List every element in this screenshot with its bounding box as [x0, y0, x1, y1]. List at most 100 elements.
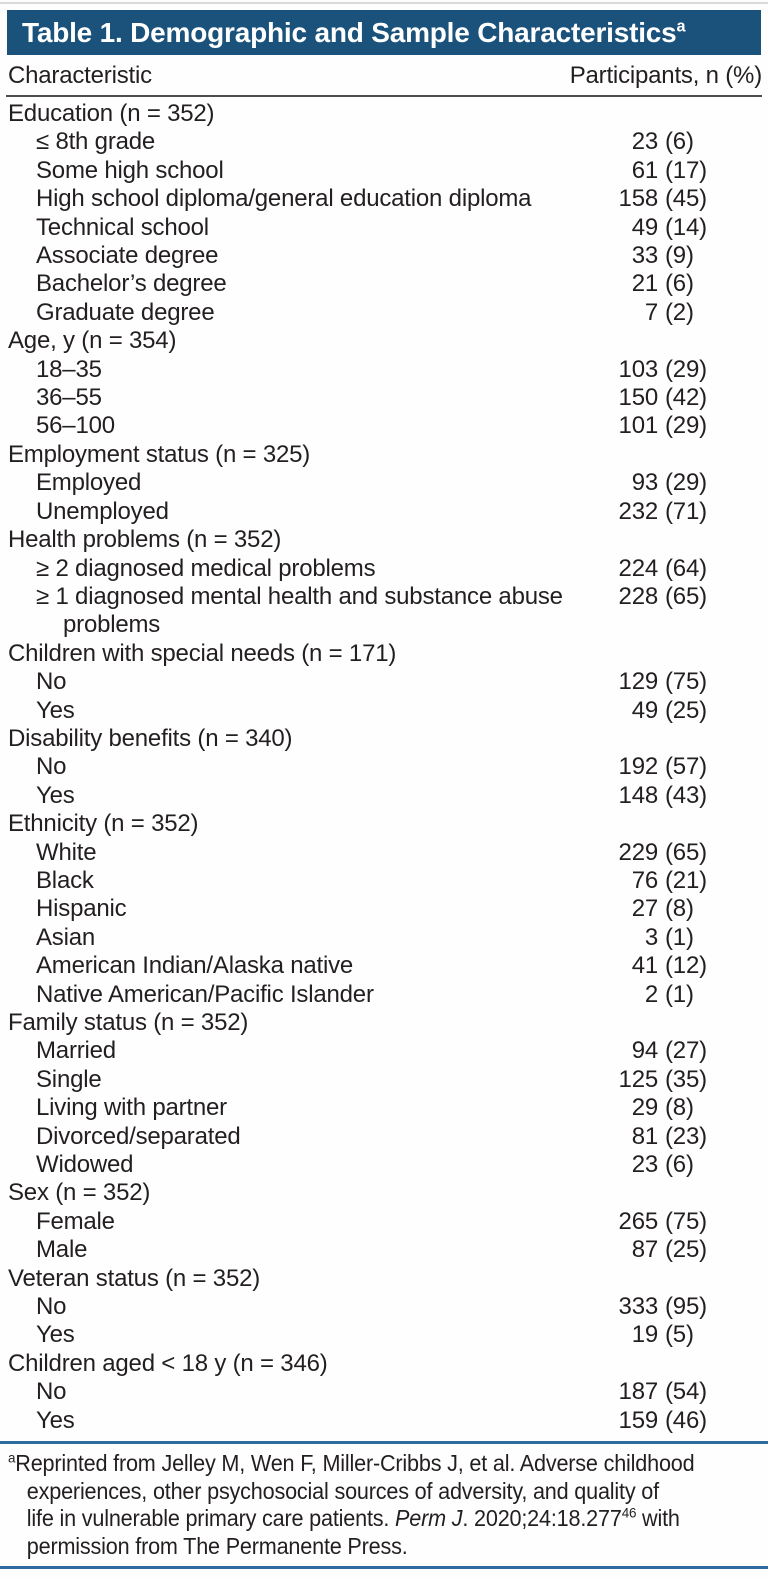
row-percent: (42) — [665, 384, 707, 412]
row-label-cell: Yes — [8, 1321, 606, 1349]
row-label: Male — [36, 1236, 88, 1264]
row-percent: (43) — [665, 781, 707, 809]
table-row: Male 87 (25) — [0, 1236, 768, 1264]
table-row: Yes 148 (43) — [0, 782, 768, 810]
row-label: Living with partner — [36, 1094, 227, 1122]
row-count: 27 — [631, 895, 658, 923]
row-label-cell: 56–100 — [8, 412, 606, 440]
row-label: No — [36, 753, 67, 781]
row-label-cell: Divorced/separated — [8, 1123, 606, 1151]
row-label: Yes — [36, 696, 75, 724]
table-row: Family status (n = 352) — [0, 1009, 768, 1037]
row-label-cell: Living with partner — [8, 1094, 606, 1122]
table-row: Ethnicity (n = 352) — [0, 810, 768, 838]
row-percent: (65) — [665, 838, 707, 866]
table-row: 36–55 150 (42) — [0, 384, 768, 412]
row-label-cell: Male — [8, 1236, 606, 1264]
row-label: Children aged < 18 y (n = 346) — [8, 1349, 328, 1377]
row-label: No — [36, 668, 67, 696]
row-percent: (45) — [665, 185, 707, 213]
row-label-cell: Employment status (n = 325) — [8, 441, 606, 469]
row-label: Sex (n = 352) — [8, 1179, 151, 1207]
row-percent: (29) — [665, 355, 707, 383]
row-label: No — [36, 1293, 67, 1321]
row-label: 36–55 — [36, 384, 102, 412]
row-label: Ethnicity (n = 352) — [8, 810, 199, 838]
row-count: 19 — [631, 1321, 658, 1349]
row-count: 21 — [631, 270, 658, 298]
table-row: Some high school 61 (17) — [0, 157, 768, 185]
row-percent: (14) — [665, 213, 707, 241]
row-label: Family status (n = 352) — [8, 1009, 249, 1036]
row-count: 187 — [618, 1378, 659, 1406]
row-count: 49 — [631, 213, 658, 241]
table-title-bar: Table 1. Demographic and Sample Characte… — [7, 10, 761, 55]
row-count: 228 — [618, 582, 659, 610]
row-percent: (2) — [665, 298, 694, 326]
row-percent: (71) — [665, 497, 707, 525]
row-label: Widowed — [36, 1151, 134, 1179]
row-label-cell: Female — [8, 1208, 606, 1236]
row-label-cell: White — [8, 839, 606, 867]
table-row: High school diploma/general education di… — [0, 185, 768, 213]
row-percent: (8) — [665, 895, 694, 923]
table-row: 56–100 101 (29) — [0, 412, 768, 440]
row-label-cell: 36–55 — [8, 384, 606, 412]
row-label-cell: Education (n = 352) — [8, 100, 606, 128]
row-label: Veteran status (n = 352) — [8, 1264, 261, 1292]
row-label: Yes — [36, 781, 75, 809]
row-percent: (6) — [665, 270, 694, 298]
table-row: Yes 159 (46) — [0, 1407, 768, 1435]
row-percent: (29) — [665, 469, 707, 497]
row-label: ≥ 1 diagnosed mental health and substanc… — [36, 582, 563, 610]
row-label-cell: Employed — [8, 469, 606, 497]
row-label-cell: Yes — [8, 697, 606, 725]
row-label-cell: Asian — [8, 924, 606, 952]
row-count: 87 — [631, 1236, 658, 1264]
row-percent: (35) — [665, 1065, 707, 1093]
row-label: 18–35 — [36, 355, 102, 383]
table-row: No 192 (57) — [0, 753, 768, 781]
table-body: Education (n = 352) ≤ 8th grade 23 (6) S… — [0, 97, 768, 1435]
row-percent: (25) — [665, 1236, 707, 1264]
table-row: Living with partner 29 (8) — [0, 1094, 768, 1122]
row-label-cell: Native American/Pacific Islander — [8, 981, 606, 1009]
table-row: Education (n = 352) — [0, 100, 768, 128]
row-label-cell: Health problems (n = 352) — [8, 526, 606, 554]
row-label-cell: American Indian/Alaska native — [8, 952, 606, 980]
row-percent: (46) — [665, 1406, 707, 1434]
row-label-cell: Widowed — [8, 1151, 606, 1179]
row-count: 333 — [618, 1293, 659, 1321]
row-label-cell: Family status (n = 352) — [8, 1009, 606, 1037]
row-label-cell: ≥ 1 diagnosed mental health and substanc… — [8, 583, 606, 640]
table-row: No 129 (75) — [0, 668, 768, 696]
row-label-cell: Hispanic — [8, 895, 606, 923]
table-row: Employment status (n = 325) — [0, 441, 768, 469]
column-header-characteristic: Characteristic — [8, 62, 152, 89]
top-hairline — [0, 2, 768, 4]
table-row: No 187 (54) — [0, 1378, 768, 1406]
table-row: Bachelor’s degree 21 (6) — [0, 270, 768, 298]
table-row: Associate degree 33 (9) — [0, 242, 768, 270]
row-percent: (25) — [665, 696, 707, 724]
row-label: Asian — [36, 923, 96, 951]
row-label-cell: No — [8, 1378, 606, 1406]
table-row: Divorced/separated 81 (23) — [0, 1123, 768, 1151]
row-count: 94 — [631, 1037, 658, 1065]
row-label-cell: Black — [8, 867, 606, 895]
row-label-cell: No — [8, 1293, 606, 1321]
row-label: 56–100 — [36, 412, 115, 440]
table-row: Black 76 (21) — [0, 867, 768, 895]
table-row: Yes 19 (5) — [0, 1321, 768, 1349]
row-percent: (17) — [665, 156, 707, 184]
table-row: American Indian/Alaska native 41 (12) — [0, 952, 768, 980]
footnote-line: experiences, other psychosocial sources … — [26, 1477, 659, 1504]
row-percent: (27) — [665, 1037, 707, 1065]
row-count: 158 — [618, 185, 659, 213]
row-count: 7 — [644, 298, 658, 326]
row-label: Employment status (n = 325) — [8, 440, 311, 468]
row-label-cell: Technical school — [8, 214, 606, 242]
row-label-cell: Age, y (n = 354) — [8, 327, 606, 355]
row-label-cell: Yes — [8, 782, 606, 810]
